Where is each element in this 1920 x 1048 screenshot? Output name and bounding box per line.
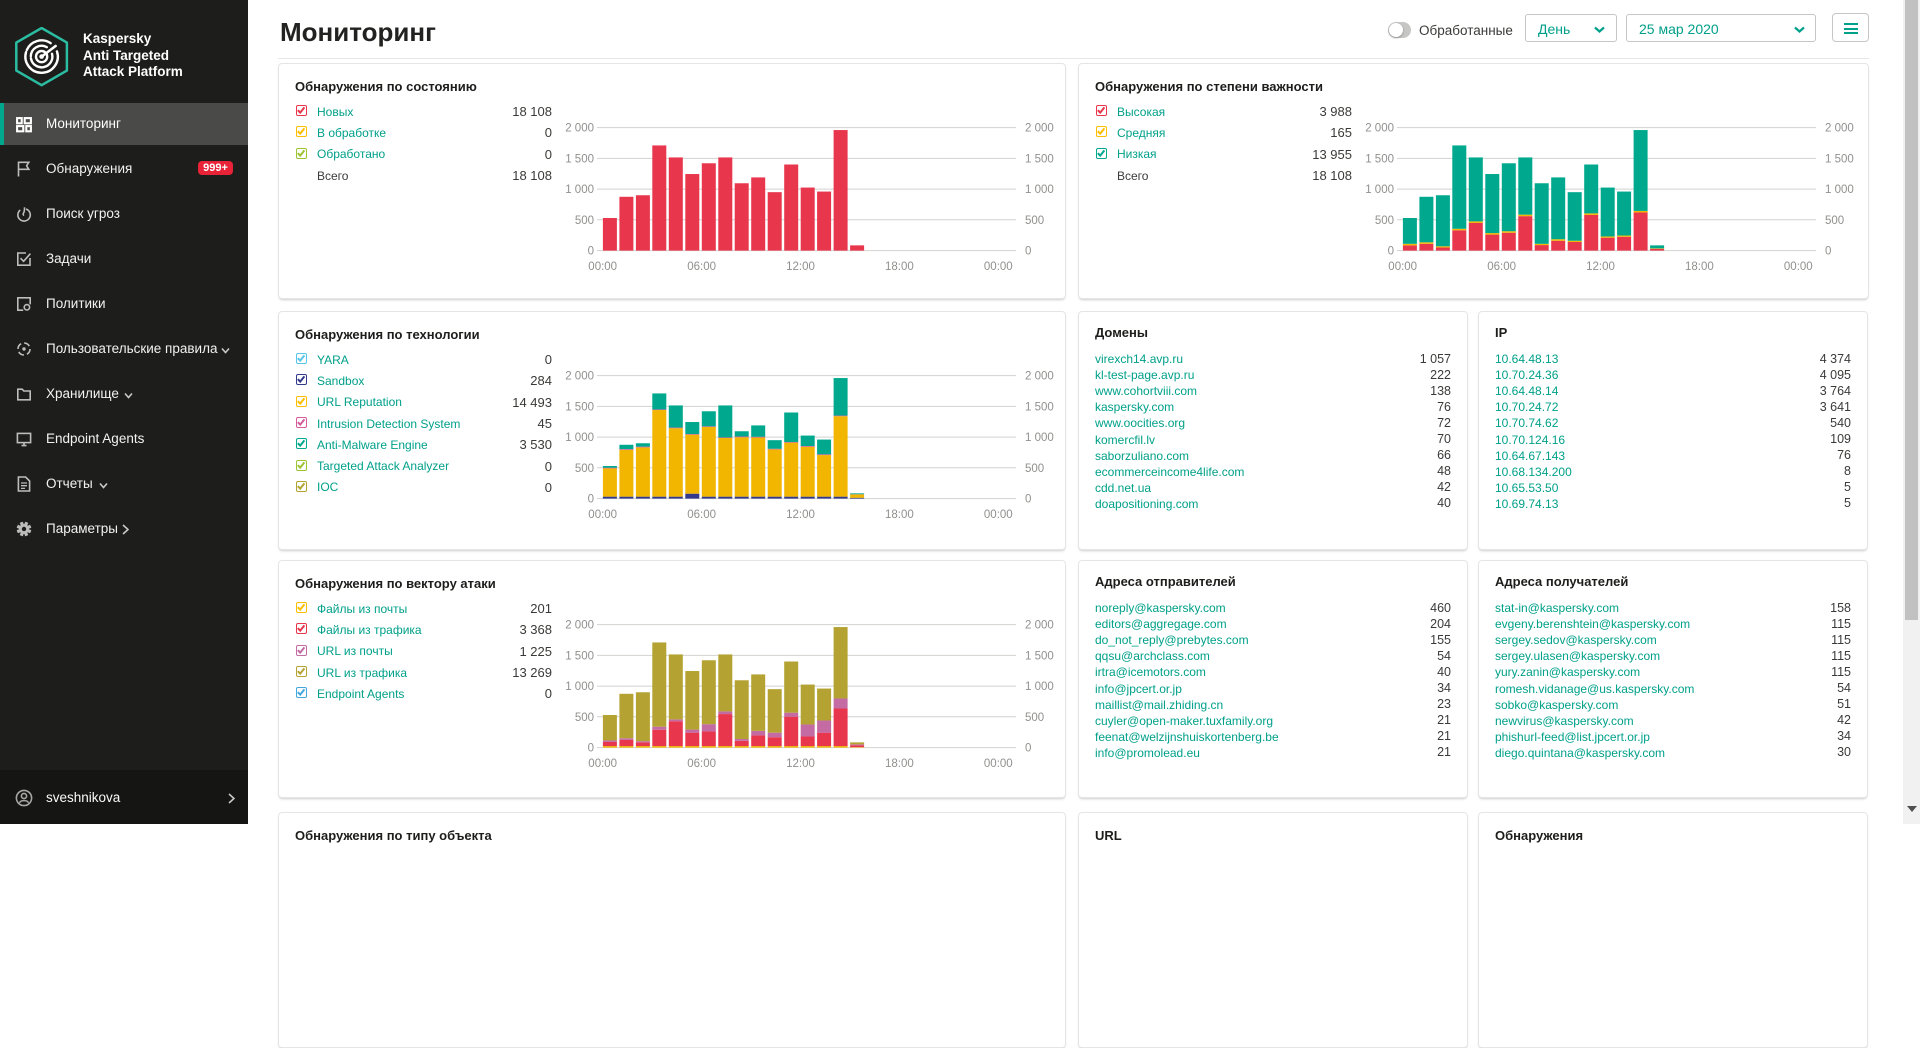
- svg-text:1 500: 1 500: [1825, 153, 1854, 165]
- svg-text:00:00: 00:00: [588, 758, 617, 770]
- svg-text:06:00: 06:00: [1487, 261, 1516, 273]
- svg-text:18:00: 18:00: [885, 758, 914, 770]
- svg-text:12:00: 12:00: [786, 758, 815, 770]
- svg-text:500: 500: [1375, 215, 1394, 227]
- svg-text:1 000: 1 000: [1025, 184, 1054, 196]
- svg-text:1 000: 1 000: [1025, 432, 1054, 444]
- svg-text:1 000: 1 000: [565, 432, 594, 444]
- svg-text:1 500: 1 500: [565, 401, 594, 413]
- svg-text:2 000: 2 000: [565, 620, 594, 632]
- svg-text:00:00: 00:00: [1388, 261, 1417, 273]
- svg-text:1 000: 1 000: [565, 184, 594, 196]
- svg-text:2 000: 2 000: [565, 123, 594, 135]
- svg-text:500: 500: [1025, 215, 1044, 227]
- svg-text:1 000: 1 000: [565, 681, 594, 693]
- svg-text:1 000: 1 000: [1025, 681, 1054, 693]
- svg-text:1 500: 1 500: [1025, 650, 1054, 662]
- svg-text:0: 0: [1025, 494, 1031, 506]
- svg-text:0: 0: [1825, 246, 1831, 258]
- svg-text:18:00: 18:00: [1685, 261, 1714, 273]
- svg-text:1 500: 1 500: [1025, 401, 1054, 413]
- svg-text:18:00: 18:00: [885, 509, 914, 521]
- svg-text:18:00: 18:00: [885, 261, 914, 273]
- svg-text:1 500: 1 500: [565, 153, 594, 165]
- svg-text:2 000: 2 000: [1365, 123, 1394, 135]
- svg-text:1 500: 1 500: [1025, 153, 1054, 165]
- svg-text:500: 500: [575, 215, 594, 227]
- svg-text:1 500: 1 500: [1365, 153, 1394, 165]
- svg-text:00:00: 00:00: [1784, 261, 1813, 273]
- svg-text:2 000: 2 000: [1025, 123, 1054, 135]
- svg-text:2 000: 2 000: [1025, 620, 1054, 632]
- svg-text:06:00: 06:00: [687, 261, 716, 273]
- svg-text:500: 500: [1025, 712, 1044, 724]
- svg-text:12:00: 12:00: [786, 509, 815, 521]
- svg-text:1 000: 1 000: [1825, 184, 1854, 196]
- svg-text:2 000: 2 000: [565, 371, 594, 383]
- svg-text:0: 0: [588, 743, 594, 755]
- svg-text:00:00: 00:00: [588, 261, 617, 273]
- svg-text:0: 0: [588, 494, 594, 506]
- svg-text:12:00: 12:00: [786, 261, 815, 273]
- svg-text:500: 500: [1825, 215, 1844, 227]
- svg-text:0: 0: [588, 246, 594, 258]
- svg-text:2 000: 2 000: [1025, 371, 1054, 383]
- svg-text:0: 0: [1025, 246, 1031, 258]
- svg-text:00:00: 00:00: [588, 509, 617, 521]
- svg-text:06:00: 06:00: [687, 758, 716, 770]
- svg-text:06:00: 06:00: [687, 509, 716, 521]
- svg-text:12:00: 12:00: [1586, 261, 1615, 273]
- svg-text:500: 500: [575, 463, 594, 475]
- svg-text:1 500: 1 500: [565, 650, 594, 662]
- svg-text:00:00: 00:00: [984, 758, 1013, 770]
- svg-text:1 000: 1 000: [1365, 184, 1394, 196]
- svg-text:0: 0: [1025, 743, 1031, 755]
- svg-text:00:00: 00:00: [984, 261, 1013, 273]
- svg-text:500: 500: [1025, 463, 1044, 475]
- svg-text:500: 500: [575, 712, 594, 724]
- svg-text:2 000: 2 000: [1825, 123, 1854, 135]
- svg-text:0: 0: [1388, 246, 1394, 258]
- svg-text:00:00: 00:00: [984, 509, 1013, 521]
